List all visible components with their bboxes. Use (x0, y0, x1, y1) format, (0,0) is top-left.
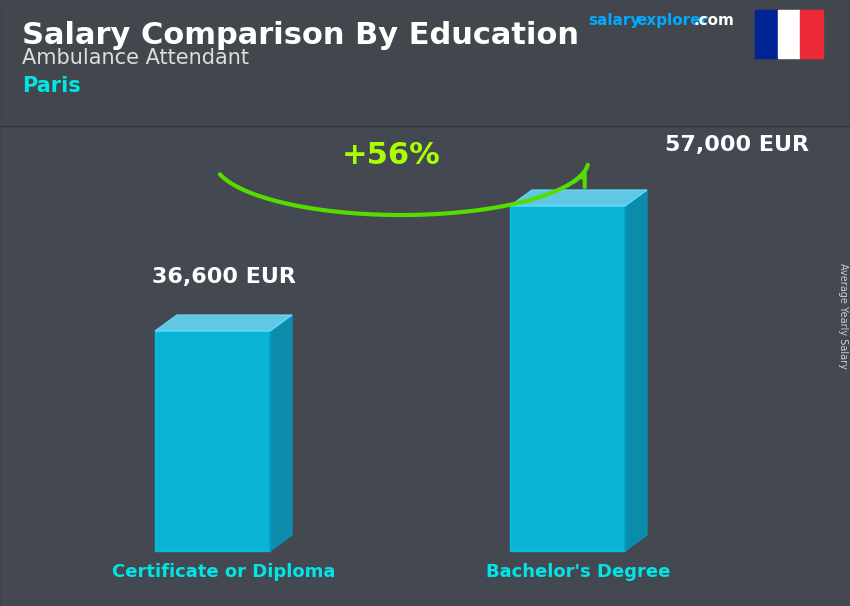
Text: +56%: +56% (342, 141, 440, 170)
Bar (801, 10, 823, 58)
Bar (155, 331, 270, 551)
Text: 36,600 EUR: 36,600 EUR (151, 267, 296, 287)
Text: .com: .com (694, 13, 735, 28)
Text: Salary Comparison By Education: Salary Comparison By Education (22, 21, 579, 50)
Bar (778, 10, 801, 58)
Polygon shape (510, 190, 647, 206)
Bar (0, 126, 850, 606)
Text: Bachelor's Degree: Bachelor's Degree (486, 563, 671, 581)
Text: Paris: Paris (22, 76, 81, 96)
Text: Average Yearly Salary: Average Yearly Salary (838, 263, 848, 369)
Text: Ambulance Attendant: Ambulance Attendant (22, 48, 249, 68)
Text: Certificate or Diploma: Certificate or Diploma (112, 563, 335, 581)
Polygon shape (155, 315, 292, 331)
Bar (0, 0, 850, 126)
Polygon shape (270, 315, 292, 551)
Bar (510, 206, 625, 551)
Bar (755, 10, 778, 58)
Text: 57,000 EUR: 57,000 EUR (665, 135, 809, 155)
Text: explorer: explorer (636, 13, 708, 28)
Polygon shape (625, 190, 647, 551)
Text: salary: salary (588, 13, 640, 28)
